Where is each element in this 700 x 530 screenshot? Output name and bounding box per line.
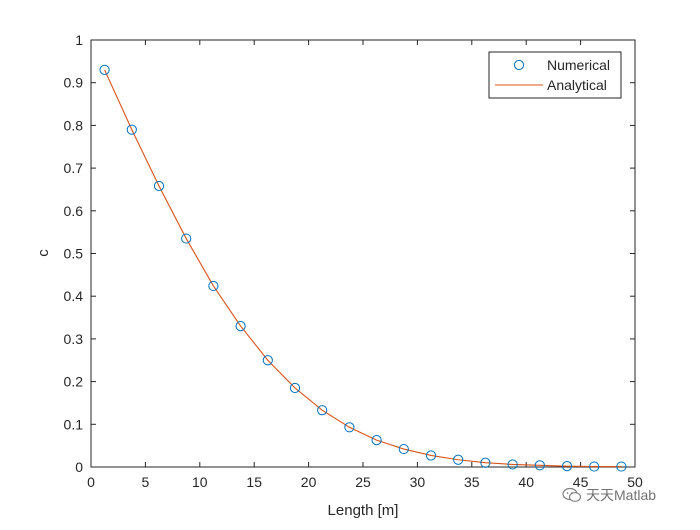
numerical-point: [534, 460, 545, 471]
numerical-point: [344, 422, 355, 433]
numerical-point: [126, 124, 137, 135]
x-axis-label: Length [m]: [328, 502, 399, 519]
x-tick-label: 0: [87, 474, 95, 490]
numerical-point: [589, 461, 600, 472]
legend-box: [488, 51, 622, 99]
watermark: 天天Matlab: [562, 484, 692, 506]
x-tick-label: 50: [627, 474, 643, 490]
numerical-point: [317, 405, 328, 416]
x-tick-label: 10: [192, 474, 208, 490]
x-tick-label: 40: [518, 474, 534, 490]
plot-background: [91, 40, 635, 467]
y-tick-label: 0.5: [64, 246, 84, 262]
numerical-point: [425, 450, 437, 461]
y-tick-label: 0.8: [64, 117, 84, 133]
numerical-point: [262, 355, 273, 366]
numerical-point: [235, 320, 246, 332]
numerical-point: [616, 461, 627, 472]
y-tick-label: 0.4: [64, 288, 84, 304]
x-tick-label: 25: [355, 474, 371, 490]
y-tick-label: 0.3: [64, 331, 84, 347]
x-tick-label: 20: [301, 474, 317, 490]
legend: Numerical Analytical: [488, 51, 622, 99]
y-tick-label: 0.7: [64, 160, 84, 176]
legend-numerical-marker: [513, 59, 525, 71]
x-tick-label: 15: [246, 474, 262, 490]
numerical-point: [153, 180, 165, 192]
series-layer: [99, 64, 627, 472]
legend-analytical-label: Analytical: [547, 77, 607, 93]
numerical-point: [371, 434, 382, 446]
y-tick-label: 0.1: [64, 416, 84, 432]
axes: [90, 39, 636, 468]
numerical-point: [453, 454, 464, 465]
x-tick-label: 5: [142, 474, 150, 490]
wechat-icon: [562, 487, 582, 502]
tick-labels: 0 5 10 15 20 25 30 35 40 45 50 0 0.1 0.2 0.3 0.4 0.5 0.6 0…: [64, 32, 643, 490]
numerical-point: [398, 443, 409, 455]
y-tick-label: 0.6: [64, 203, 84, 219]
x-tick-label: 35: [464, 474, 480, 490]
numerical-point: [208, 280, 219, 292]
numerical-point: [289, 382, 301, 394]
y-tick-label: 1: [75, 32, 83, 48]
numerical-point: [507, 459, 518, 470]
y-tick-label: 0: [75, 459, 83, 475]
y-axis-label: c: [35, 249, 52, 257]
numerical-point: [99, 64, 110, 75]
plot-area: [91, 40, 635, 467]
y-tick-label: 0.9: [64, 75, 84, 91]
watermark-text: 天天Matlab: [586, 487, 657, 503]
numerical-point: [480, 457, 491, 468]
y-tick-label: 0.2: [64, 374, 84, 390]
x-tick-label: 30: [410, 474, 426, 490]
legend-numerical-label: Numerical: [547, 57, 610, 73]
x-tick-label: 45: [573, 474, 589, 490]
numerical-point: [181, 233, 192, 244]
numerical-point: [561, 461, 573, 472]
